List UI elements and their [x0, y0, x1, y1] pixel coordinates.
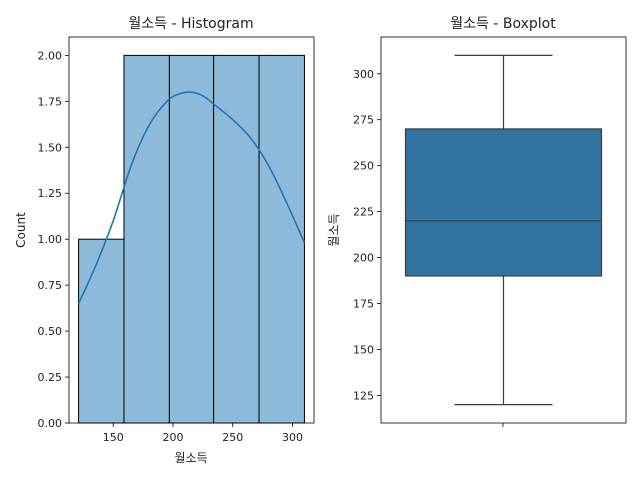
histogram-title: 월소득 - Histogram — [128, 16, 253, 32]
boxplot-y-tick-label: 275 — [353, 114, 374, 127]
boxplot-panel: 월소득 - Boxplot 125 150 175 200 225 250 275 300 월… — [327, 16, 627, 427]
boxplot-y-axis-label: 월소득 — [327, 213, 341, 246]
histogram-bar — [123, 54, 170, 424]
boxplot-y-tick-label: 200 — [353, 252, 374, 265]
histogram-y-tick-label: 1.00 — [38, 233, 63, 246]
histogram-bar — [78, 238, 125, 424]
boxplot-body — [404, 54, 603, 406]
histogram-bar — [168, 54, 215, 424]
histogram-bar — [258, 54, 305, 424]
boxplot-title: 월소득 - Boxplot — [450, 16, 556, 32]
histogram-x-axis-label: 월소득 — [174, 451, 207, 465]
iqr-box — [404, 128, 603, 277]
histogram-bar — [213, 54, 260, 424]
histogram-x-ticks: 150 200 250 300 — [103, 423, 303, 444]
histogram-y-tick-label: 0.25 — [38, 371, 63, 384]
boxplot-y-tick-label: 125 — [353, 389, 374, 402]
histogram-x-tick-label: 150 — [103, 431, 124, 444]
boxplot-y-tick-label: 150 — [353, 343, 374, 356]
kde-line — [77, 91, 306, 304]
histogram-y-tick-label: 2.00 — [38, 49, 63, 62]
histogram-frame — [68, 36, 315, 424]
boxplot-y-tick-label: 225 — [353, 206, 374, 219]
histogram-panel: 월소득 - Histogram 150 200 250 300 0.00 0.25 0.5… — [14, 16, 315, 465]
boxplot-y-ticks: 125 150 175 200 225 250 275 300 — [353, 68, 381, 402]
histogram-y-axis-label: Count — [14, 212, 28, 248]
histogram-bars — [78, 54, 305, 424]
boxplot-frame — [380, 36, 627, 424]
boxplot-y-tick-label: 250 — [353, 160, 374, 173]
histogram-y-tick-label: 1.25 — [38, 187, 63, 200]
histogram-x-tick-label: 200 — [162, 431, 183, 444]
histogram-y-tick-label: 0.00 — [38, 417, 63, 430]
histogram-y-tick-label: 0.75 — [38, 279, 63, 292]
histogram-y-tick-label: 1.50 — [38, 141, 63, 154]
histogram-y-tick-label: 0.50 — [38, 325, 63, 338]
histogram-y-tick-label: 1.75 — [38, 95, 63, 108]
boxplot-y-tick-label: 300 — [353, 68, 374, 81]
histogram-x-tick-label: 250 — [222, 431, 243, 444]
histogram-y-ticks: 0.00 0.25 0.50 0.75 1.00 1.25 1.50 1.75 2.00 — [38, 49, 69, 430]
boxplot-y-tick-label: 175 — [353, 298, 374, 311]
histogram-x-tick-label: 300 — [282, 431, 303, 444]
